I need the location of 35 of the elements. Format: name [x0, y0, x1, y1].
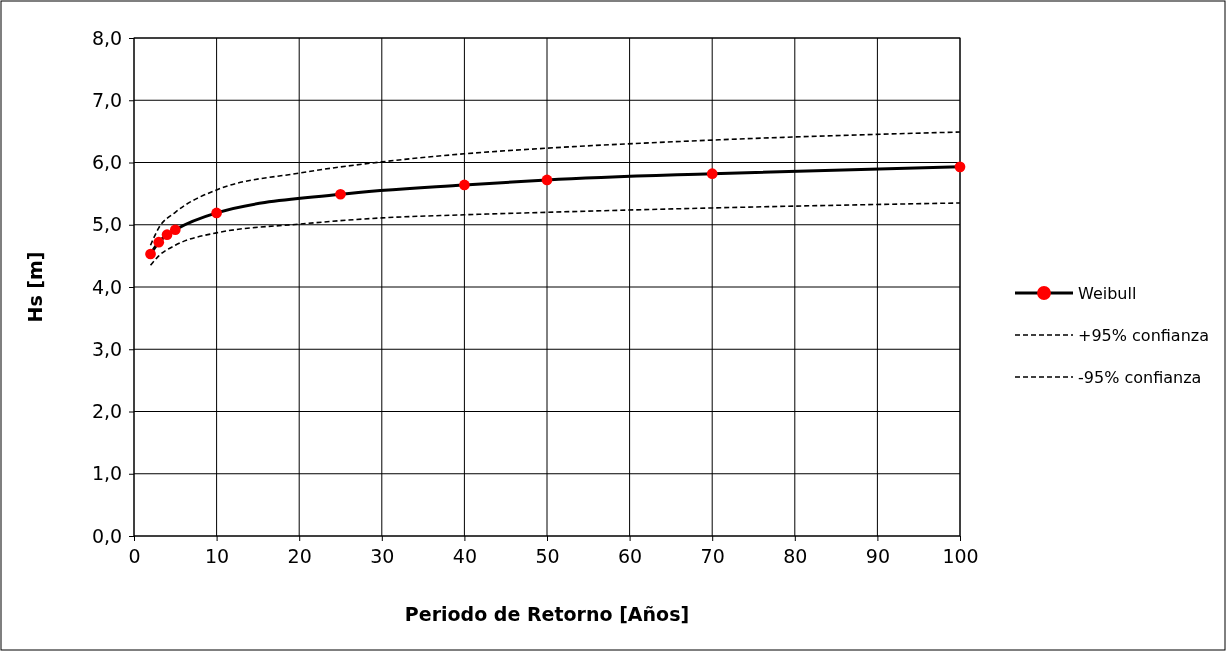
y-tick-label: 5,0 [91, 213, 123, 236]
x-tick-label: 50 [535, 545, 560, 567]
y-axis-title: Hs [m] [24, 251, 46, 323]
y-tick-label: 2,0 [91, 400, 123, 423]
point [145, 248, 156, 260]
x-axis-title: Periodo de Retorno [Años] [404, 603, 690, 625]
x-tick-label: 80 [783, 545, 808, 567]
x-tick-label: 20 [287, 545, 312, 567]
x-tick-label: 30 [370, 545, 395, 567]
legend-label: -95% confianza [1078, 367, 1202, 387]
point [459, 179, 470, 191]
y-tick-label: 7,0 [91, 88, 123, 111]
x-tick-label: 90 [865, 545, 890, 567]
point [211, 207, 222, 219]
point [541, 174, 553, 186]
y-tick-label: 4,0 [91, 275, 123, 298]
point [161, 229, 173, 241]
x-tick-label: 10 [205, 545, 230, 567]
legend-label: +95% confianza [1078, 325, 1210, 345]
point [169, 224, 181, 236]
y-tick-label: 3,0 [91, 337, 123, 360]
point [954, 161, 966, 173]
point [706, 168, 718, 180]
x-tick-label: 70 [700, 545, 725, 567]
y-tick-label: 1,0 [91, 462, 123, 485]
point [153, 236, 165, 248]
x-tick-label: 60 [618, 545, 643, 567]
point [335, 188, 346, 200]
x-tick-label: 40 [452, 545, 477, 567]
x-tick-label: 100 [942, 545, 979, 567]
y-tick-label: 6,0 [91, 151, 123, 174]
y-tick-label: 0,0 [91, 524, 123, 547]
y-tick-label: 8,0 [91, 26, 123, 49]
legend-label: Weibull [1078, 283, 1137, 303]
x-tick-label: 0 [128, 545, 141, 567]
